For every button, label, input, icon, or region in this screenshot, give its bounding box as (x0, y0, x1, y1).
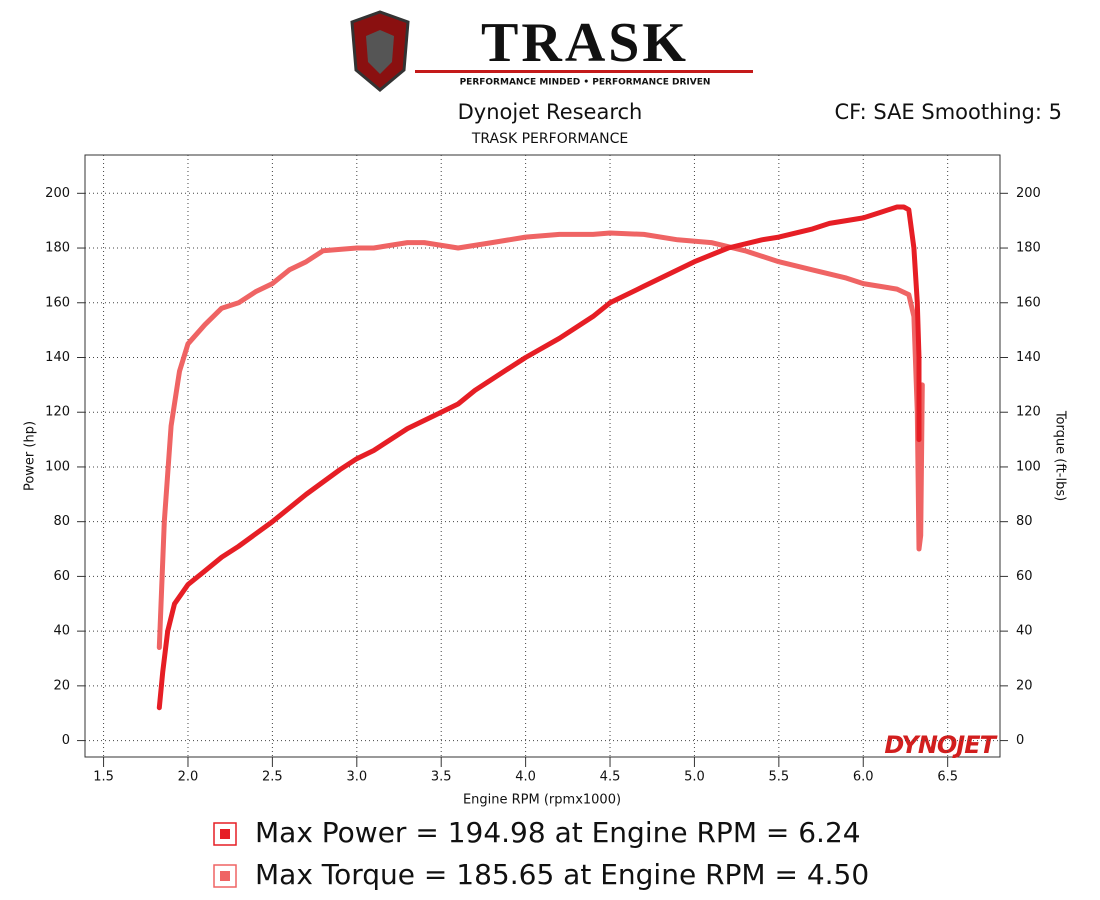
chart-title: Dynojet Research (458, 100, 643, 124)
y2-tick-label: 200 (1016, 186, 1041, 201)
y2-tick-label: 80 (1016, 514, 1033, 529)
y-tick-label: 180 (45, 241, 70, 256)
y-tick-label: 120 (45, 405, 70, 420)
x-tick-label: 4.5 (600, 770, 621, 785)
logo-bar (415, 70, 753, 73)
chart-subtitle: TRASK PERFORMANCE (471, 131, 628, 147)
x-tick-label: 3.0 (346, 770, 367, 785)
y2-tick-label: 160 (1016, 295, 1041, 310)
legend-label: Max Power = 194.98 at Engine RPM = 6.24 (255, 816, 861, 849)
annotation: CF: SAE Smoothing: 5 (834, 100, 1062, 124)
y-tick-label: 0 (62, 733, 70, 748)
y-tick-label: 200 (45, 186, 70, 201)
y2-tick-label: 0 (1016, 733, 1024, 748)
y2-tick-label: 140 (1016, 350, 1041, 365)
x-tick-label: 2.0 (178, 770, 199, 785)
y2-axis-label: Torque (ft-lbs) (1053, 410, 1068, 501)
x-tick-label: 1.5 (93, 770, 114, 785)
y-axis-label: Power (hp) (23, 421, 38, 491)
y-tick-label: 100 (45, 459, 70, 474)
x-tick-label: 5.5 (769, 770, 790, 785)
series-line (156, 230, 925, 650)
x-tick-label: 6.0 (853, 770, 874, 785)
logo-tagline: PERFORMANCE MINDED • PERFORMANCE DRIVEN (460, 78, 711, 88)
legend-swatch (220, 829, 230, 839)
y2-tick-label: 120 (1016, 405, 1041, 420)
y2-tick-label: 100 (1016, 459, 1041, 474)
y2-tick-label: 40 (1016, 624, 1033, 639)
y-tick-label: 160 (45, 295, 70, 310)
y-tick-label: 20 (53, 678, 70, 693)
logo-emblem (366, 30, 394, 74)
y2-tick-label: 20 (1016, 678, 1033, 693)
watermark: DYNOJET (884, 731, 997, 759)
y2-tick-label: 60 (1016, 569, 1033, 584)
logo-title: TRASK (481, 12, 689, 74)
plot-frame (84, 154, 1001, 758)
x-tick-label: 4.0 (515, 770, 536, 785)
x-tick-label: 2.5 (262, 770, 283, 785)
logo: TRASK PERFORMANCE MINDED • PERFORMANCE D… (350, 10, 753, 92)
y-tick-label: 60 (53, 569, 70, 584)
legend-swatch (220, 871, 230, 881)
legend-label: Max Torque = 185.65 at Engine RPM = 4.50 (255, 858, 869, 891)
x-tick-label: 6.5 (937, 770, 958, 785)
y2-tick-label: 180 (1016, 241, 1041, 256)
y-tick-label: 40 (53, 624, 70, 639)
y-tick-label: 80 (53, 514, 70, 529)
series-line (156, 204, 922, 711)
x-axis-label: Engine RPM (rpmx1000) (463, 793, 621, 808)
y-tick-label: 140 (45, 350, 70, 365)
x-tick-label: 3.5 (431, 770, 452, 785)
x-tick-label: 5.0 (684, 770, 705, 785)
